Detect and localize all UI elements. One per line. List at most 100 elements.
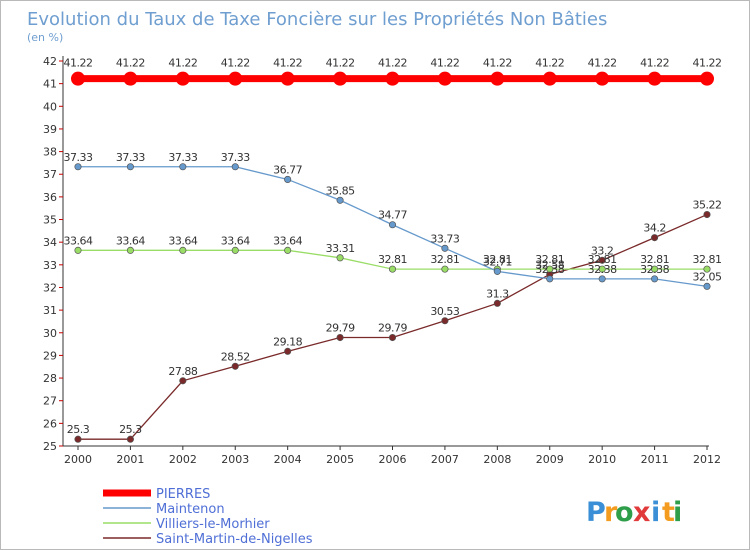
- data-point: [179, 163, 187, 171]
- data-label: 32.81: [378, 253, 407, 266]
- logo-letter: r: [604, 497, 618, 528]
- data-point: [388, 265, 397, 273]
- data-point: [388, 333, 397, 342]
- data-point: [542, 71, 557, 86]
- chart-title: Evolution du Taux de Taxe Foncière sur l…: [27, 9, 607, 30]
- data-point: [490, 71, 505, 86]
- data-point: [385, 71, 400, 86]
- logo-letter: t: [662, 497, 675, 528]
- x-tick-label: 2012: [693, 453, 721, 466]
- data-point: [126, 246, 134, 254]
- data-label: 32.71: [483, 255, 512, 268]
- data-label: 34.2: [643, 222, 666, 235]
- data-point: [651, 265, 659, 273]
- data-point: [179, 246, 187, 254]
- data-point: [493, 267, 501, 275]
- data-label: 41.22: [535, 57, 564, 70]
- data-point: [546, 265, 554, 273]
- data-point: [441, 317, 449, 325]
- data-point: [284, 175, 292, 183]
- data-point: [336, 333, 344, 342]
- data-point: [71, 71, 85, 86]
- x-tick-label: 2008: [483, 453, 511, 466]
- data-point: [74, 163, 82, 171]
- y-tick-label: 37: [43, 168, 57, 181]
- x-tick-label: 2000: [64, 453, 92, 466]
- data-point: [700, 71, 714, 86]
- y-axis-unit-label: (en %): [27, 31, 63, 44]
- y-tick-label: 41: [43, 78, 57, 91]
- series-villiers-le-morhier: 33.64 33.64 33.64 33.64 33.64 33.31 32.81 32.81…: [64, 234, 722, 273]
- y-tick-label: 28: [43, 372, 57, 385]
- data-label: 41.22: [588, 57, 617, 70]
- data-label: 41.22: [326, 57, 355, 70]
- data-label: 32.38: [588, 263, 617, 276]
- y-tick-label: 38: [43, 146, 57, 159]
- data-point: [651, 234, 659, 242]
- x-tick-label: 2007: [431, 453, 459, 466]
- y-tick-label: 42: [43, 55, 57, 68]
- data-label: 41.22: [221, 57, 250, 70]
- x-tick-label: 2006: [379, 453, 407, 466]
- data-point: [703, 210, 711, 219]
- y-tick-label: 31: [43, 304, 57, 317]
- data-label: 32.81: [430, 253, 459, 266]
- legend-label: PIERRES: [156, 487, 210, 502]
- y-tick-label: 25: [43, 440, 57, 453]
- y-tick-label: 32: [43, 281, 57, 294]
- data-label: 32.81: [535, 253, 564, 266]
- data-point: [74, 435, 82, 443]
- x-tick-label: 2005: [326, 453, 354, 466]
- data-label: 37.33: [64, 151, 93, 164]
- data-point: [647, 71, 662, 86]
- series-layer: 25.3 25.3 27.88 28.52 29.18 29.79 29.79 30.53 31…: [64, 57, 722, 443]
- data-label: 37.33: [221, 151, 250, 164]
- data-label: 29.18: [273, 335, 302, 348]
- data-label: 25.3: [119, 423, 142, 436]
- x-tick-label: 2011: [641, 453, 669, 466]
- data-label: 41.22: [483, 57, 512, 70]
- data-label: 35.22: [693, 199, 722, 212]
- x-tick-label: 2003: [221, 453, 249, 466]
- data-label: 28.52: [221, 350, 250, 363]
- data-label: 32.81: [483, 253, 512, 266]
- data-label: 32.81: [588, 253, 617, 266]
- axes: 25 26 27 28 29 30 31 32 33 34 35 36 37 38 39 40 41 42 2000…: [43, 55, 721, 466]
- data-label: 41.22: [378, 57, 407, 70]
- y-tick-label: 34: [43, 236, 57, 249]
- y-tick-label: 33: [43, 259, 57, 272]
- data-point: [228, 71, 243, 86]
- data-point: [595, 71, 610, 86]
- series-pierres: 41.22 41.22 41.22 41.22 41.22 41.22 41.22 41.22…: [64, 57, 722, 86]
- data-point: [284, 246, 292, 254]
- legend: PIERRESMaintenonVilliers-le-MorhierSaint…: [103, 487, 313, 547]
- data-label: 33.64: [221, 234, 250, 247]
- data-point: [175, 71, 190, 86]
- data-point: [703, 265, 711, 273]
- data-point: [123, 71, 138, 86]
- data-label: 34.77: [378, 209, 407, 222]
- data-label: 33.64: [64, 234, 93, 247]
- x-tick-label: 2010: [588, 453, 616, 466]
- data-label: 36.77: [273, 163, 302, 176]
- data-label: 33.64: [273, 234, 302, 247]
- data-label: 33.73: [430, 232, 459, 245]
- y-tick-label: 39: [43, 123, 57, 136]
- data-label: 41.22: [64, 57, 93, 70]
- legend-label: Villiers-le-Morhier: [156, 517, 270, 532]
- x-tick-label: 2009: [536, 453, 564, 466]
- data-point: [598, 256, 606, 264]
- data-point: [388, 221, 397, 229]
- data-point: [493, 299, 501, 307]
- logo-letter: o: [615, 497, 634, 528]
- data-label: 32.38: [640, 263, 669, 276]
- data-label: 33.64: [116, 234, 145, 247]
- data-point: [126, 435, 134, 443]
- data-label: 41.22: [168, 57, 197, 70]
- data-label: 32.05: [693, 270, 722, 283]
- logo-letter: P: [586, 497, 606, 528]
- data-label: 41.22: [430, 57, 459, 70]
- data-point: [126, 163, 134, 171]
- y-tick-label: 27: [43, 395, 57, 408]
- data-label: 29.79: [326, 322, 355, 335]
